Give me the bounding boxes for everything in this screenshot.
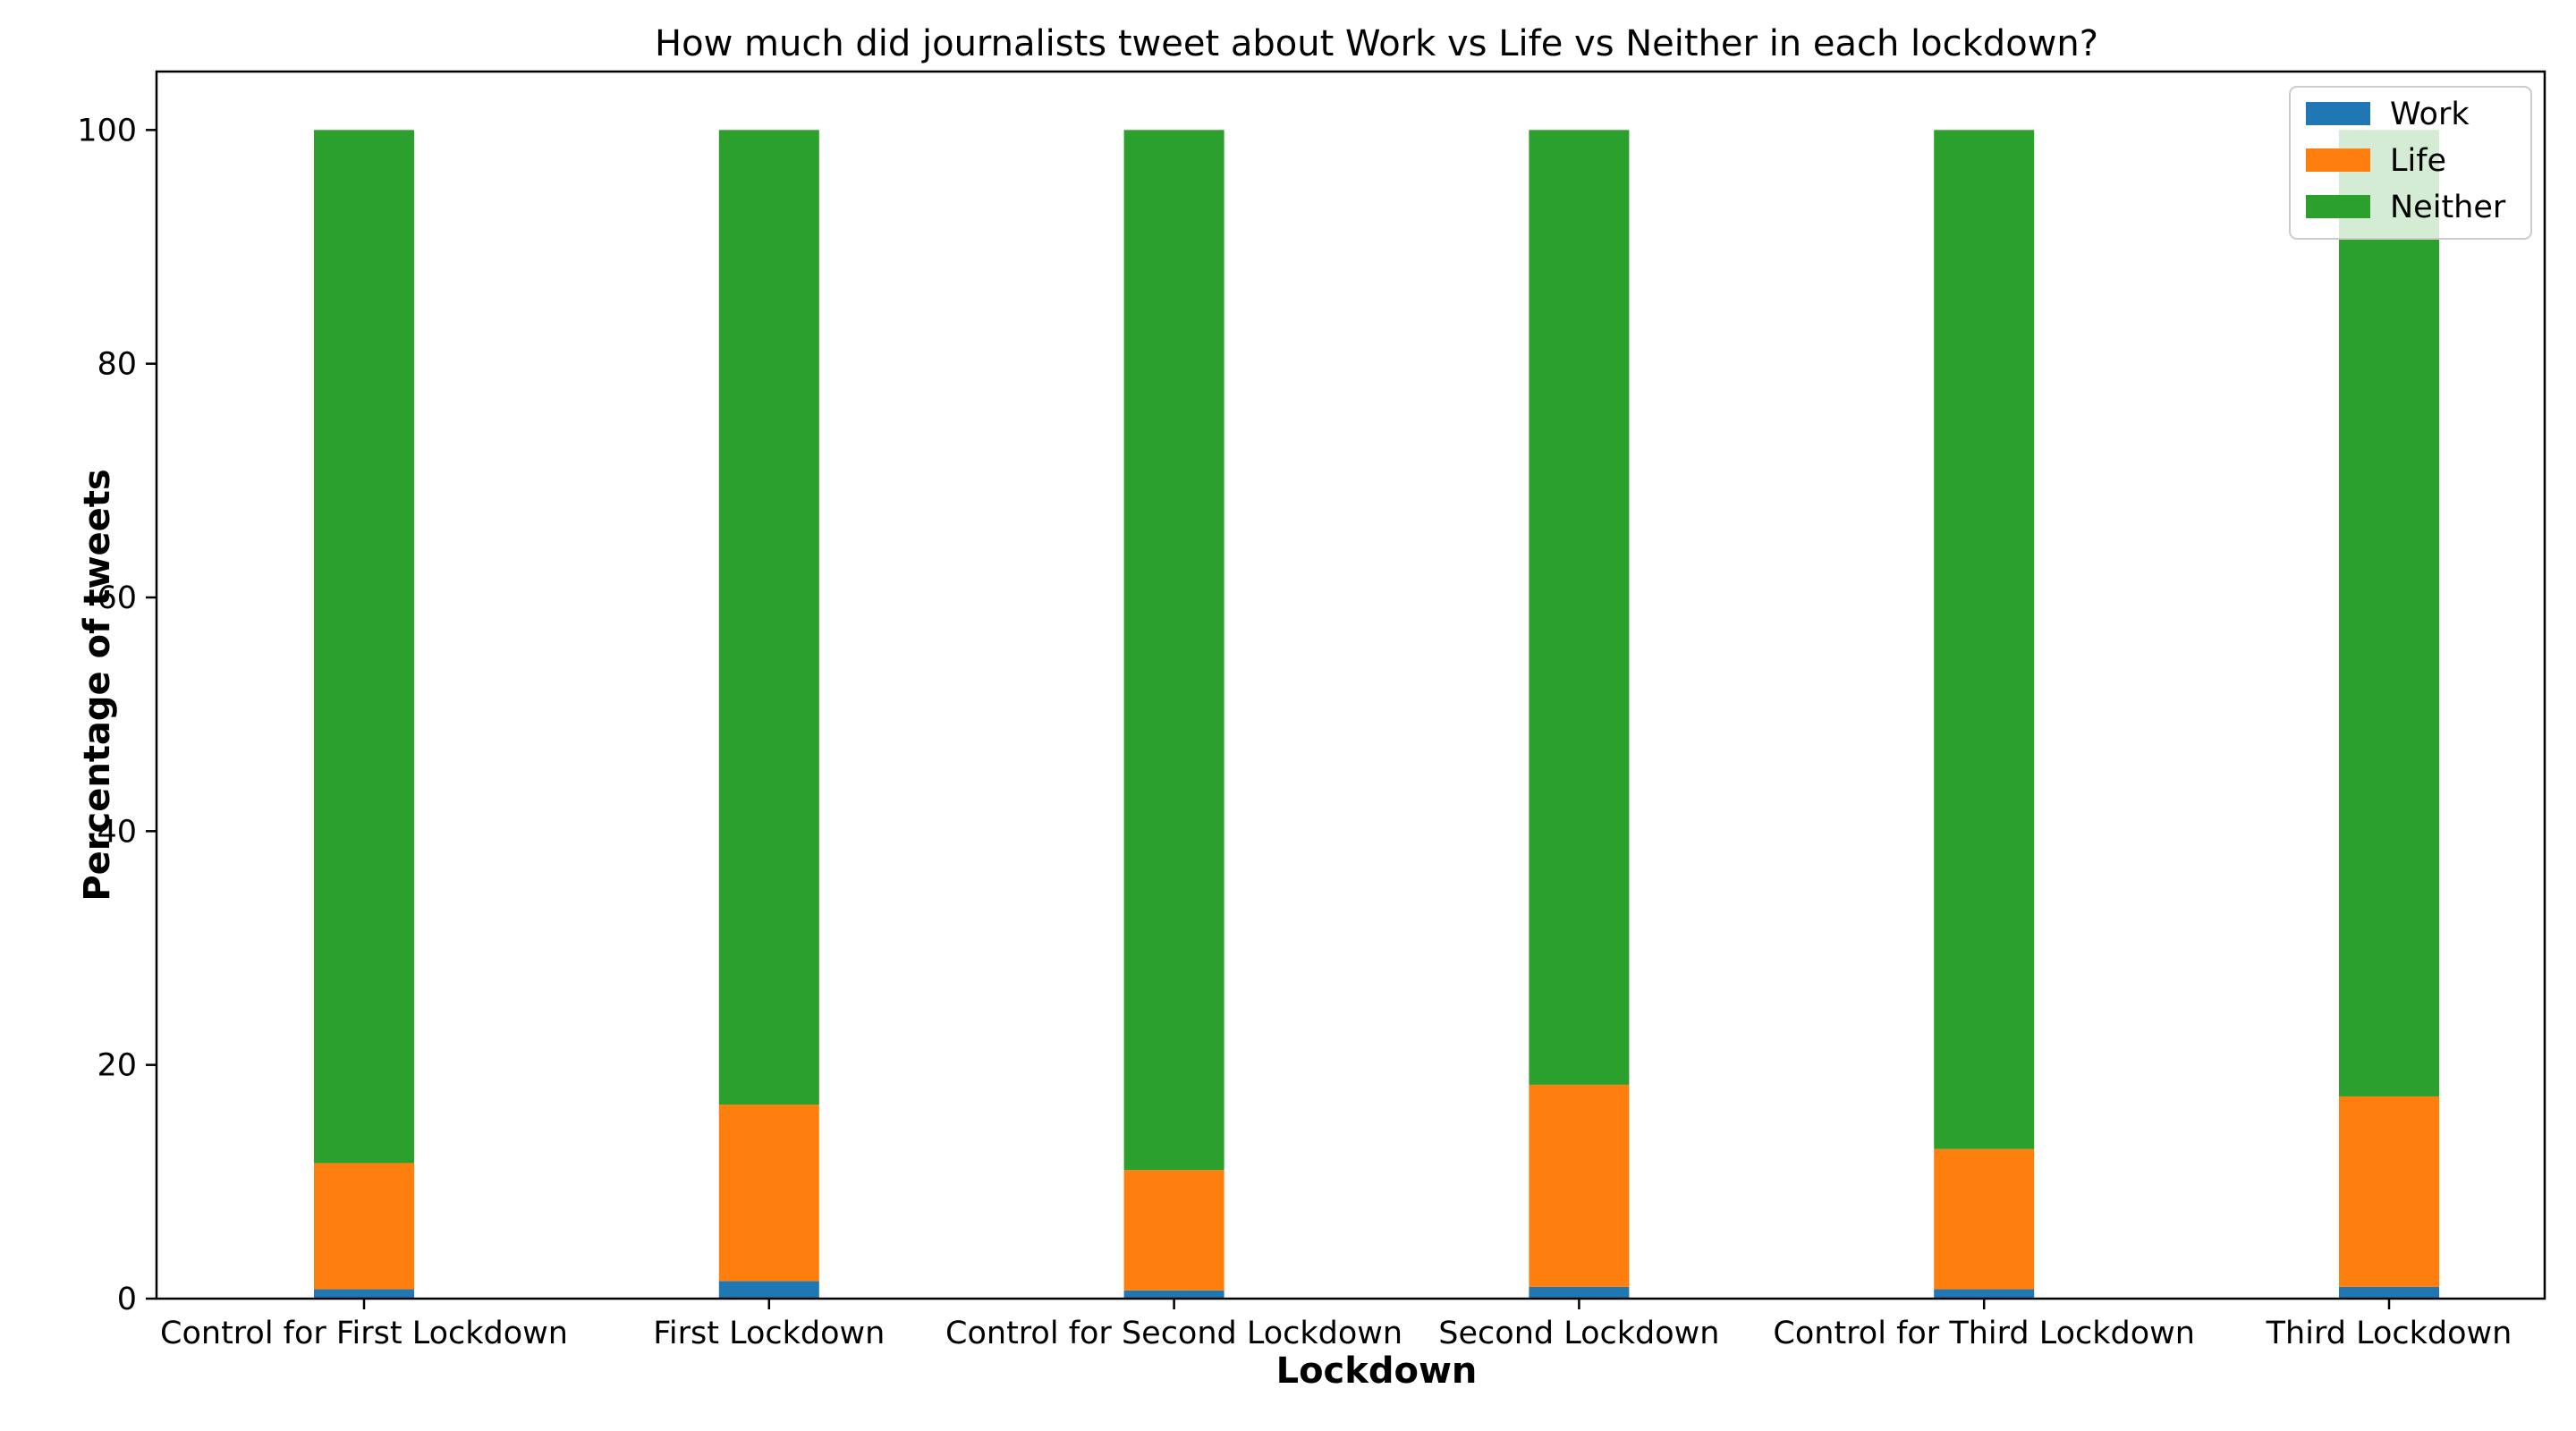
bar-life-5 bbox=[1934, 1148, 2035, 1290]
bar-neither-4 bbox=[1529, 130, 1630, 1085]
x-tick-label: Control for Third Lockdown bbox=[1773, 1316, 2195, 1351]
bar-work-4 bbox=[1529, 1286, 1630, 1299]
legend-swatch-work bbox=[2306, 102, 2370, 125]
bar-neither-5 bbox=[1934, 130, 2035, 1149]
plot-frame bbox=[155, 70, 2546, 1300]
bars-group bbox=[314, 130, 2439, 1299]
x-tick-label: Control for First Lockdown bbox=[160, 1316, 568, 1351]
bar-life-6 bbox=[2339, 1096, 2439, 1287]
bar-life-2 bbox=[718, 1105, 819, 1282]
bar-life-4 bbox=[1529, 1084, 1630, 1287]
x-axis-ticks: Control for First Lockdown First Lockdown… bbox=[160, 1299, 2512, 1351]
bar-work-3 bbox=[1123, 1290, 1224, 1299]
chart-title: How much did journalists tweet about Wor… bbox=[655, 23, 2098, 64]
legend-label-neither: Neither bbox=[2390, 190, 2506, 225]
bar-neither-6 bbox=[2339, 130, 2439, 1097]
legend-label-work: Work bbox=[2390, 97, 2470, 132]
legend-swatch-life bbox=[2306, 148, 2370, 172]
legend-swatch-neither bbox=[2306, 195, 2370, 218]
bar-work-5 bbox=[1934, 1289, 2035, 1299]
bar-life-3 bbox=[1123, 1170, 1224, 1291]
x-tick-label: Third Lockdown bbox=[2266, 1316, 2512, 1351]
x-tick-label: First Lockdown bbox=[653, 1316, 885, 1351]
y-tick-label: 0 bbox=[117, 1282, 137, 1317]
legend: Work Life Neither bbox=[2289, 86, 2532, 240]
bar-life-1 bbox=[314, 1163, 414, 1290]
bar-neither-3 bbox=[1123, 130, 1224, 1171]
legend-label-life: Life bbox=[2390, 143, 2446, 179]
y-tick-label: 40 bbox=[97, 814, 137, 850]
y-tick-label: 20 bbox=[97, 1048, 137, 1084]
y-axis-label: Percentage of tweets bbox=[77, 469, 118, 901]
bar-neither-2 bbox=[718, 130, 819, 1105]
y-tick-label: 60 bbox=[97, 580, 137, 616]
bar-work-2 bbox=[718, 1281, 819, 1299]
bar-work-1 bbox=[314, 1289, 414, 1299]
y-tick-label: 100 bbox=[77, 113, 137, 148]
x-tick-label: Control for Second Lockdown bbox=[945, 1316, 1402, 1351]
x-axis-label: Lockdown bbox=[1276, 1351, 1478, 1392]
bar-work-6 bbox=[2339, 1286, 2439, 1299]
bar-neither-1 bbox=[314, 130, 414, 1164]
x-tick-label: Second Lockdown bbox=[1438, 1316, 1719, 1351]
y-axis-ticks: 0 20 40 60 80 100 bbox=[77, 113, 157, 1317]
y-tick-label: 80 bbox=[97, 347, 137, 383]
